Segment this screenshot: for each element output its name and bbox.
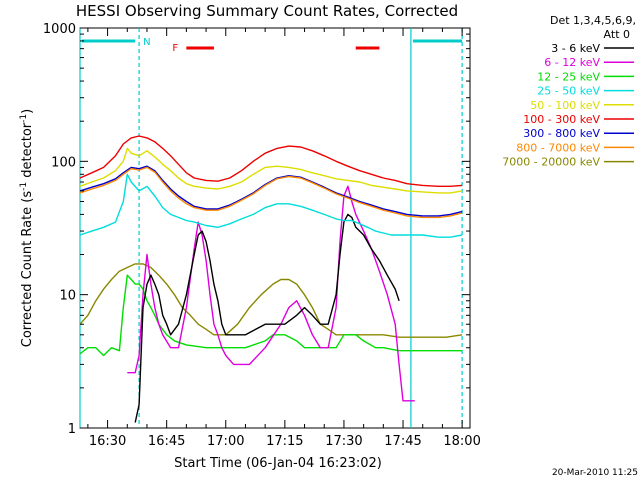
y-tick-label: 100 — [51, 155, 76, 170]
legend-label: 100 - 300 keV — [523, 113, 600, 126]
night-label: N — [143, 37, 150, 48]
series-line — [79, 274, 463, 357]
x-axis-label: Start Time (06-Jan-04 16:23:02) — [174, 456, 382, 471]
legend-label: 300 - 800 keV — [523, 127, 600, 140]
legend-label: 50 - 100 keV — [530, 99, 600, 112]
flare-indicators: F — [172, 43, 380, 54]
series-line — [127, 185, 415, 402]
y-axis-label-main: Corrected Count Rate (s — [20, 191, 35, 348]
y-axis-label-end: ) — [20, 109, 35, 114]
x-tick-label: 17:15 — [266, 434, 303, 449]
chart-title: HESSI Observing Summary Count Rates, Cor… — [76, 2, 458, 20]
series-line — [79, 263, 463, 338]
legend-label: 25 - 50 keV — [537, 85, 600, 98]
y-tick-label: 1 — [68, 422, 76, 437]
y-axis-label: Corrected Count Rate (s-1 detector-1) — [19, 109, 35, 347]
y-tick-label: 1000 — [43, 22, 76, 37]
legend-label: 7000 - 20000 keV — [502, 156, 600, 169]
y-axis-label-sup2: -1 — [19, 114, 29, 123]
series-line — [79, 165, 463, 217]
series-line — [79, 135, 463, 187]
legend-header: Att 0 — [604, 28, 630, 41]
x-tick-label: 16:30 — [89, 434, 126, 449]
x-tick-label: 17:45 — [384, 434, 421, 449]
series-line — [79, 147, 463, 194]
series-line — [79, 166, 463, 219]
timestamp: 20-Mar-2010 11:25 — [552, 468, 638, 478]
series-layer — [79, 135, 463, 423]
legend-header: Det 1,3,4,5,6,9, — [550, 14, 636, 27]
x-tick-label: 16:45 — [148, 434, 185, 449]
legend-label: 6 - 12 keV — [544, 56, 600, 69]
y-tick-label: 10 — [59, 289, 76, 304]
night-indicators: N — [79, 28, 463, 428]
x-tick-label: 17:00 — [207, 434, 244, 449]
y-axis-ticks: 1 10 100 1000 — [43, 22, 470, 437]
legend-label: 800 - 7000 keV — [516, 141, 600, 154]
x-tick-label: 17:30 — [325, 434, 362, 449]
flare-label: F — [172, 43, 178, 54]
y-axis-label-sup1: -1 — [19, 182, 29, 191]
legend-label: 12 - 25 keV — [537, 70, 600, 83]
x-axis-ticks: 16:30 16:45 17:00 17:15 17:30 17:45 18:00 — [87, 28, 481, 449]
series-line — [79, 173, 463, 238]
y-axis-label-mid: detector — [20, 122, 35, 182]
legend-label: 3 - 6 keV — [551, 42, 600, 55]
x-tick-label: 18:00 — [443, 434, 480, 449]
series-line — [134, 213, 400, 423]
